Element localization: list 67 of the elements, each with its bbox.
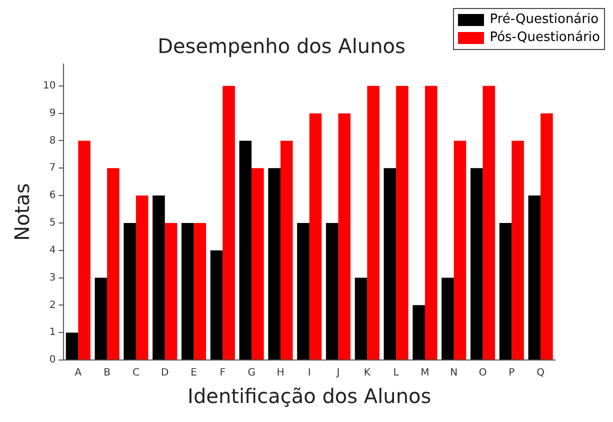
bar	[367, 86, 380, 360]
bar	[482, 86, 496, 360]
x-tick-label: D	[161, 368, 170, 379]
bar	[396, 86, 408, 360]
bar	[528, 196, 541, 360]
y-tick-label: 9	[49, 108, 56, 119]
y-tick-label: 10	[42, 80, 56, 92]
x-tick-label: L	[393, 368, 400, 379]
bar	[210, 250, 223, 360]
bar	[181, 222, 194, 360]
bar	[309, 113, 322, 360]
bar	[239, 140, 252, 360]
x-tick-label: O	[478, 368, 487, 379]
bar	[470, 168, 483, 360]
bar	[94, 278, 108, 360]
bar	[442, 278, 454, 360]
bar	[499, 222, 512, 360]
x-tick-label: A	[74, 368, 82, 379]
y-tick-label: 1	[49, 327, 56, 338]
bar	[107, 168, 120, 360]
bar	[194, 222, 206, 360]
x-tick-label: J	[336, 368, 340, 379]
bar	[280, 140, 293, 360]
legend-label: Pré-Questionário	[490, 11, 599, 29]
y-tick-label: 5	[49, 218, 56, 229]
bar	[540, 113, 553, 360]
x-axis-title: Identificação dos Alunos	[188, 384, 432, 408]
bar	[164, 222, 178, 360]
x-tick-label: E	[190, 368, 197, 379]
bar	[297, 222, 310, 360]
bar	[66, 332, 78, 360]
x-tick-label: B	[104, 368, 111, 379]
y-tick-label: 6	[49, 190, 56, 202]
bar	[222, 86, 235, 360]
bar	[252, 168, 264, 360]
x-tick-label: K	[364, 368, 371, 379]
y-tick-label: 8	[49, 135, 56, 146]
bar	[326, 222, 338, 360]
bar	[354, 278, 368, 360]
bar	[338, 113, 351, 360]
bar	[412, 305, 425, 360]
bar	[136, 196, 148, 360]
bar	[424, 86, 438, 360]
bar	[268, 168, 280, 360]
bar	[78, 140, 90, 360]
x-tick-label: C	[132, 368, 140, 379]
bar	[152, 196, 165, 360]
x-tick-label: F	[220, 368, 226, 379]
y-tick-label: 0	[49, 354, 56, 366]
bar	[124, 222, 136, 360]
y-tick-label: 3	[49, 272, 56, 284]
x-tick-label: Q	[536, 368, 545, 379]
y-tick-label: 7	[49, 162, 56, 174]
bar	[384, 168, 396, 360]
y-axis-title: Notas	[10, 183, 34, 241]
x-tick-label: M	[420, 368, 430, 379]
bar	[454, 140, 466, 360]
bar	[512, 140, 524, 360]
x-tick-label: H	[276, 368, 284, 379]
x-tick-label: P	[508, 368, 515, 379]
x-tick-label: N	[450, 368, 458, 379]
x-tick-label: G	[248, 368, 256, 379]
x-tick-label: I	[308, 368, 311, 379]
legend-label: Pós-Questionário	[490, 29, 600, 47]
y-tick-label: 2	[49, 300, 56, 311]
y-tick-label: 4	[49, 244, 56, 256]
chart-title: Desempenho dos Alunos	[158, 34, 406, 58]
